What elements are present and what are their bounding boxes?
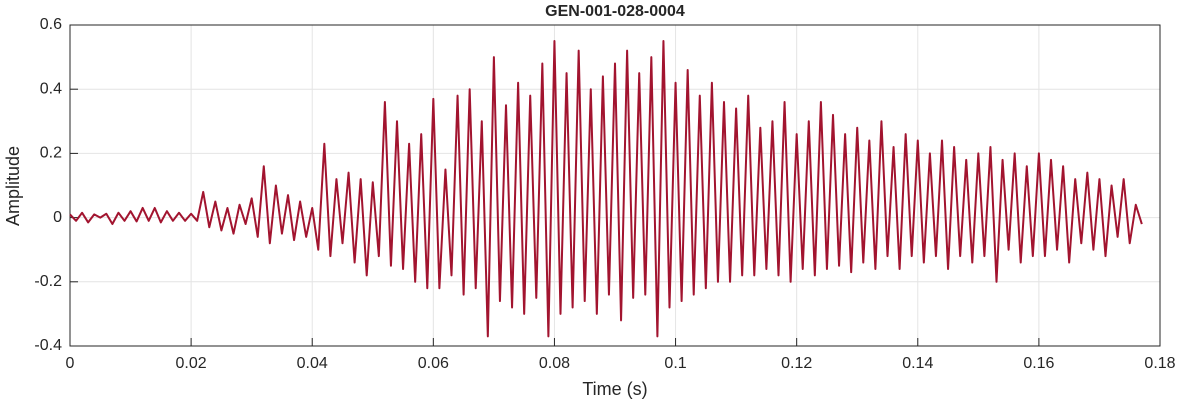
- x-tick-label: 0.14: [902, 355, 933, 372]
- x-tick-label: 0.18: [1144, 355, 1175, 372]
- y-tick-label: 0.2: [40, 145, 62, 162]
- x-tick-label: 0.06: [418, 355, 449, 372]
- plot-frame: [69, 24, 1161, 347]
- x-tick-label: 0.1: [664, 355, 686, 372]
- x-axis-label: Time (s): [582, 379, 647, 399]
- x-tick-label: 0.16: [1023, 355, 1054, 372]
- x-tick-label: 0.08: [539, 355, 570, 372]
- x-tick-label: 0.12: [781, 355, 812, 372]
- x-tick-label: 0: [66, 355, 75, 372]
- y-tick-label: 0.4: [40, 80, 62, 97]
- x-tick-label: 0.02: [176, 355, 207, 372]
- y-axis-label: Amplitude: [3, 146, 23, 226]
- y-tick-label: -0.2: [34, 273, 62, 290]
- y-tick-label: 0.6: [40, 16, 62, 33]
- y-tick-label: -0.4: [34, 337, 62, 354]
- x-tick-label: 0.04: [297, 355, 328, 372]
- chart-title: GEN-001-028-0004: [545, 3, 685, 20]
- waveform-line: [69, 40, 1143, 338]
- y-tick-label: 0: [53, 209, 62, 226]
